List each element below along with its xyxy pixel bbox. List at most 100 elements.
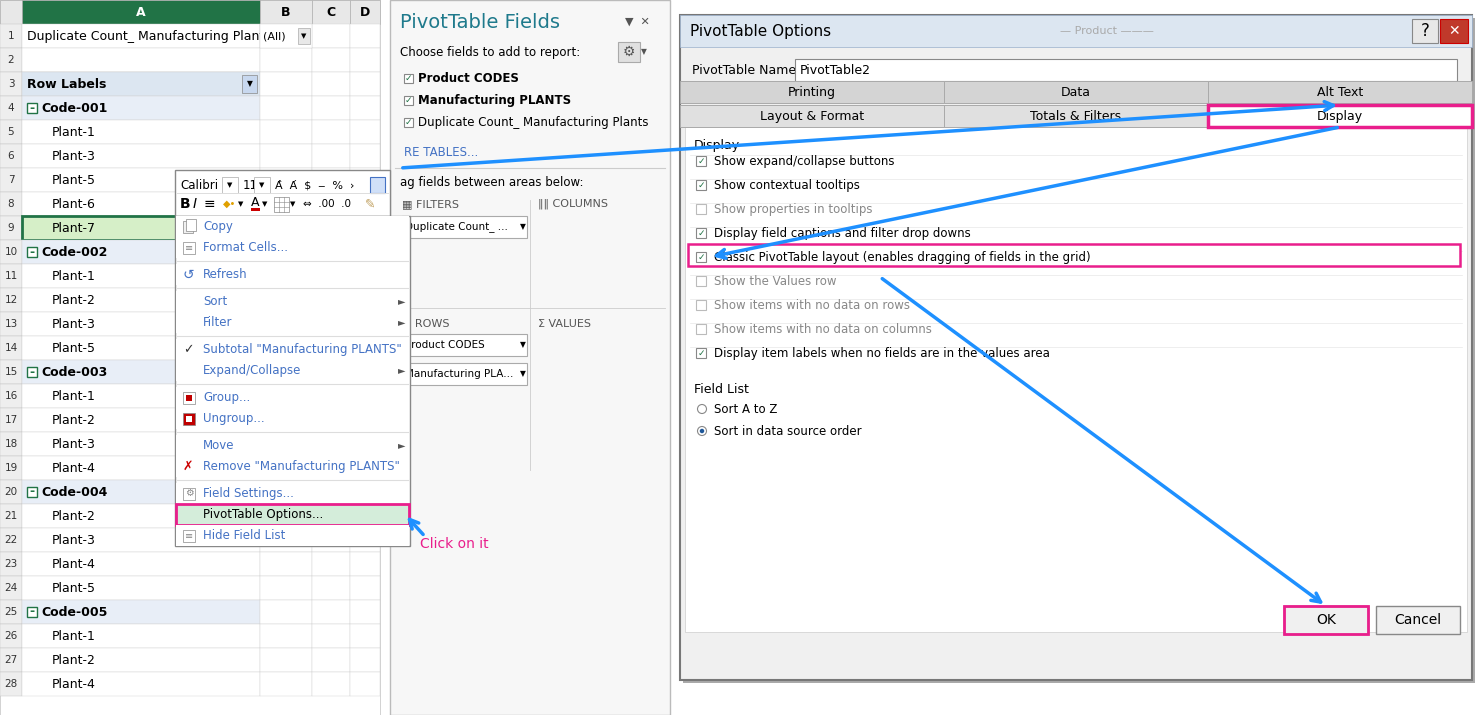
FancyBboxPatch shape — [260, 552, 313, 576]
FancyBboxPatch shape — [696, 228, 707, 238]
FancyBboxPatch shape — [260, 480, 313, 504]
FancyBboxPatch shape — [313, 624, 350, 648]
Text: 18: 18 — [4, 439, 18, 449]
FancyBboxPatch shape — [680, 15, 1472, 680]
FancyBboxPatch shape — [260, 504, 313, 528]
FancyBboxPatch shape — [260, 336, 313, 360]
FancyBboxPatch shape — [687, 244, 1460, 266]
Text: -: - — [30, 245, 34, 259]
Text: 22: 22 — [4, 535, 18, 545]
Text: 17: 17 — [4, 415, 18, 425]
FancyBboxPatch shape — [0, 336, 22, 360]
FancyBboxPatch shape — [350, 144, 381, 168]
Circle shape — [699, 429, 704, 433]
FancyBboxPatch shape — [313, 96, 350, 120]
Text: Manufacturing PLA...: Manufacturing PLA... — [406, 369, 513, 379]
Text: B: B — [282, 6, 291, 19]
Text: Plant-2: Plant-2 — [52, 413, 96, 427]
Text: Plant-1: Plant-1 — [52, 270, 96, 282]
Text: Move: Move — [204, 439, 235, 452]
Text: Plant-4: Plant-4 — [52, 461, 96, 475]
Text: Code-003: Code-003 — [41, 365, 108, 378]
FancyBboxPatch shape — [313, 648, 350, 672]
Text: ▼: ▼ — [246, 79, 252, 89]
Text: Plant-1: Plant-1 — [52, 126, 96, 139]
FancyBboxPatch shape — [1208, 81, 1472, 103]
Text: 11: 11 — [4, 271, 18, 281]
Text: Plant-3: Plant-3 — [52, 533, 96, 546]
FancyBboxPatch shape — [313, 480, 350, 504]
FancyBboxPatch shape — [183, 242, 195, 254]
FancyBboxPatch shape — [260, 576, 313, 600]
FancyBboxPatch shape — [22, 552, 260, 576]
FancyBboxPatch shape — [22, 408, 260, 432]
Text: C: C — [326, 6, 336, 19]
Text: Sort: Sort — [204, 295, 227, 308]
FancyBboxPatch shape — [0, 672, 22, 696]
FancyBboxPatch shape — [795, 59, 1457, 81]
FancyBboxPatch shape — [350, 552, 381, 576]
FancyBboxPatch shape — [22, 576, 260, 600]
FancyBboxPatch shape — [313, 240, 350, 264]
FancyBboxPatch shape — [683, 18, 1475, 683]
Text: Subtotal "Manufacturing PLANTS": Subtotal "Manufacturing PLANTS" — [204, 343, 401, 356]
FancyBboxPatch shape — [260, 288, 313, 312]
FancyBboxPatch shape — [22, 528, 260, 552]
Text: ►: ► — [398, 297, 406, 307]
FancyBboxPatch shape — [696, 156, 707, 166]
FancyBboxPatch shape — [22, 504, 260, 528]
FancyBboxPatch shape — [350, 648, 381, 672]
FancyBboxPatch shape — [389, 0, 670, 715]
FancyBboxPatch shape — [260, 96, 313, 120]
Text: Display field captions and filter drop downs: Display field captions and filter drop d… — [714, 227, 971, 240]
Text: Plant-3: Plant-3 — [52, 149, 96, 162]
FancyBboxPatch shape — [176, 360, 409, 381]
FancyBboxPatch shape — [22, 72, 260, 96]
Text: ▼: ▼ — [642, 47, 648, 56]
Text: ≡ ROWS: ≡ ROWS — [403, 319, 450, 329]
Text: ‖‖ COLUMNS: ‖‖ COLUMNS — [538, 199, 608, 209]
Text: Printing: Printing — [788, 86, 836, 99]
Text: Choose fields to add to report:: Choose fields to add to report: — [400, 46, 580, 59]
Text: Totals & Filters: Totals & Filters — [1031, 109, 1121, 122]
FancyBboxPatch shape — [176, 387, 409, 408]
Text: Product CODES: Product CODES — [406, 340, 485, 350]
FancyBboxPatch shape — [313, 528, 350, 552]
Text: Cancel: Cancel — [1394, 613, 1441, 627]
Text: ▼: ▼ — [291, 201, 295, 207]
Text: Layout & Format: Layout & Format — [760, 109, 864, 122]
FancyBboxPatch shape — [22, 648, 260, 672]
Text: Display item labels when no fields are in the values area: Display item labels when no fields are i… — [714, 347, 1050, 360]
FancyBboxPatch shape — [696, 180, 707, 190]
Text: Plant-4: Plant-4 — [52, 558, 96, 571]
FancyBboxPatch shape — [260, 408, 313, 432]
FancyBboxPatch shape — [260, 24, 313, 48]
Text: Plant-6: Plant-6 — [52, 197, 96, 210]
FancyBboxPatch shape — [183, 392, 195, 403]
FancyBboxPatch shape — [1376, 606, 1460, 634]
FancyBboxPatch shape — [0, 384, 22, 408]
Text: OK: OK — [1316, 613, 1336, 627]
FancyBboxPatch shape — [0, 240, 22, 264]
Text: PivotTable Fields: PivotTable Fields — [400, 12, 560, 31]
FancyBboxPatch shape — [260, 600, 313, 624]
FancyBboxPatch shape — [176, 291, 409, 312]
Text: Plant-3: Plant-3 — [52, 317, 96, 330]
FancyBboxPatch shape — [350, 600, 381, 624]
Text: A: A — [136, 6, 146, 19]
FancyBboxPatch shape — [260, 168, 313, 192]
FancyBboxPatch shape — [183, 413, 195, 425]
FancyBboxPatch shape — [0, 264, 22, 288]
Text: 5: 5 — [7, 127, 15, 137]
FancyBboxPatch shape — [27, 367, 37, 377]
FancyBboxPatch shape — [618, 42, 640, 62]
FancyBboxPatch shape — [183, 530, 195, 541]
Text: Code-002: Code-002 — [41, 245, 108, 259]
Text: Expand/Collapse: Expand/Collapse — [204, 364, 301, 377]
Text: 28: 28 — [4, 679, 18, 689]
Text: 4: 4 — [7, 103, 15, 113]
Text: Plant-2: Plant-2 — [52, 654, 96, 666]
Text: Plant-4: Plant-4 — [52, 678, 96, 691]
FancyBboxPatch shape — [680, 81, 944, 103]
FancyBboxPatch shape — [22, 264, 260, 288]
